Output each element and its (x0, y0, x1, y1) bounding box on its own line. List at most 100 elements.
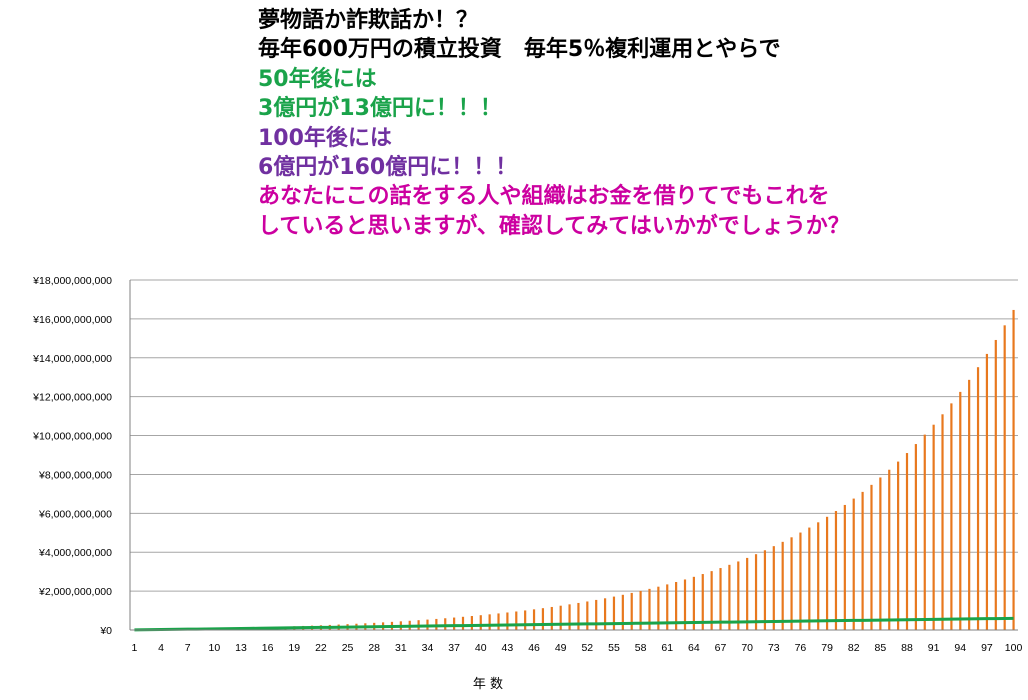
line-series (134, 616, 1014, 632)
x-tick-label: 55 (608, 642, 620, 654)
x-tick-label: 10 (209, 642, 221, 654)
x-tick-label: 85 (875, 642, 887, 654)
bar (657, 586, 660, 630)
bar (461, 616, 465, 630)
bar (968, 379, 971, 630)
y-tick-label: ¥14,000,000,000 (32, 353, 112, 365)
y-tick-label: ¥8,000,000,000 (38, 469, 112, 481)
bar (888, 469, 891, 630)
x-tick-label: 22 (315, 642, 327, 654)
x-tick-label: 40 (475, 642, 487, 654)
bar (737, 561, 740, 630)
bar (932, 424, 935, 630)
axes (129, 280, 1018, 631)
gridlines (130, 279, 1018, 592)
y-tick-label: ¥16,000,000,000 (32, 314, 112, 326)
x-tick-label: 49 (555, 642, 567, 654)
bar (976, 367, 980, 630)
x-tick-labels: 1 4 7 10 13 16 19 22 25 28 31 34 37 40 43 46 49 52 55 58 61 6… (132, 642, 1023, 654)
bar (701, 574, 704, 630)
x-tick-label: 16 (262, 642, 274, 654)
x-tick-label: 1 (132, 642, 138, 654)
bar (479, 615, 482, 630)
x-tick-label: 64 (688, 642, 700, 654)
x-tick-label: 52 (581, 642, 593, 654)
bar (1012, 309, 1015, 630)
bar (852, 498, 855, 630)
bar (897, 461, 900, 630)
headline-line: 毎年600万円の積立投資 毎年5％複利運用とやらで (258, 37, 781, 63)
bar (799, 532, 802, 630)
bar (444, 618, 447, 630)
y-tick-label: ¥18,000,000,000 (32, 275, 112, 287)
bar (719, 568, 722, 630)
bar (861, 491, 864, 630)
x-tick-label: 91 (928, 642, 940, 654)
y-tick-label: ¥2,000,000,000 (38, 586, 112, 598)
bar (692, 576, 695, 630)
headline-line: していると思いますが、確認してみてはいかがでしょうか？ (258, 213, 850, 239)
bar (728, 564, 731, 630)
bar (950, 403, 953, 630)
bar (568, 604, 571, 630)
y-tick-label: ¥12,000,000,000 (32, 392, 112, 404)
bar (905, 453, 909, 630)
bar (666, 584, 669, 630)
x-tick-label: 100 (1005, 642, 1023, 654)
x-tick-label: 37 (448, 642, 460, 654)
x-tick-label: 88 (901, 642, 913, 654)
bar-series (133, 309, 1015, 631)
bar (595, 599, 598, 630)
y-tick-label: ¥10,000,000,000 (32, 431, 112, 443)
bar (985, 353, 989, 630)
headline-line: あなたにこの話をする人や組織はお金を借りてでもこれを (258, 184, 830, 210)
bar (524, 610, 527, 630)
headline-line: 6億円が160億円に！！！ (258, 154, 518, 180)
bar (941, 414, 944, 630)
x-tick-label: 61 (661, 642, 673, 654)
bar (648, 588, 651, 630)
bar (577, 602, 580, 630)
bar (710, 571, 713, 630)
bar (559, 605, 562, 630)
x-tick-label: 25 (342, 642, 354, 654)
bar (497, 613, 500, 630)
bar (879, 477, 882, 630)
bar (586, 601, 589, 630)
bar (603, 598, 607, 630)
bar (843, 504, 846, 630)
x-tick-label: 7 (185, 642, 191, 654)
y-tick-labels: ¥0 ¥2,000,000,000 ¥4,000,000,000 ¥6,000,000… (32, 275, 112, 637)
bar (870, 484, 873, 630)
x-tick-label: 4 (158, 642, 164, 654)
bar (790, 537, 793, 630)
headline-line: 100年後には (258, 125, 392, 151)
bar (541, 608, 545, 630)
bar (1003, 325, 1006, 630)
bar (532, 609, 536, 630)
x-tick-label: 28 (368, 642, 380, 654)
bar (506, 612, 509, 630)
x-axis-label: 年 数 (473, 677, 503, 692)
bar (683, 579, 687, 630)
bar (639, 590, 642, 630)
x-tick-label: 79 (821, 642, 833, 654)
bar (754, 554, 758, 630)
x-tick-label: 31 (395, 642, 407, 654)
bar (817, 522, 820, 630)
x-tick-label: 43 (502, 642, 514, 654)
headline-line: 夢物語か詐欺話か！？ (258, 8, 479, 33)
bar (453, 617, 456, 630)
bar (834, 511, 838, 630)
x-tick-label: 58 (635, 642, 647, 654)
x-tick-label: 46 (528, 642, 540, 654)
bar (914, 444, 917, 630)
x-tick-label: 19 (288, 642, 300, 654)
bar (808, 527, 811, 630)
x-tick-label: 73 (768, 642, 780, 654)
bar (763, 550, 767, 630)
bar (488, 614, 491, 630)
bar (515, 611, 518, 630)
bar (825, 516, 829, 630)
